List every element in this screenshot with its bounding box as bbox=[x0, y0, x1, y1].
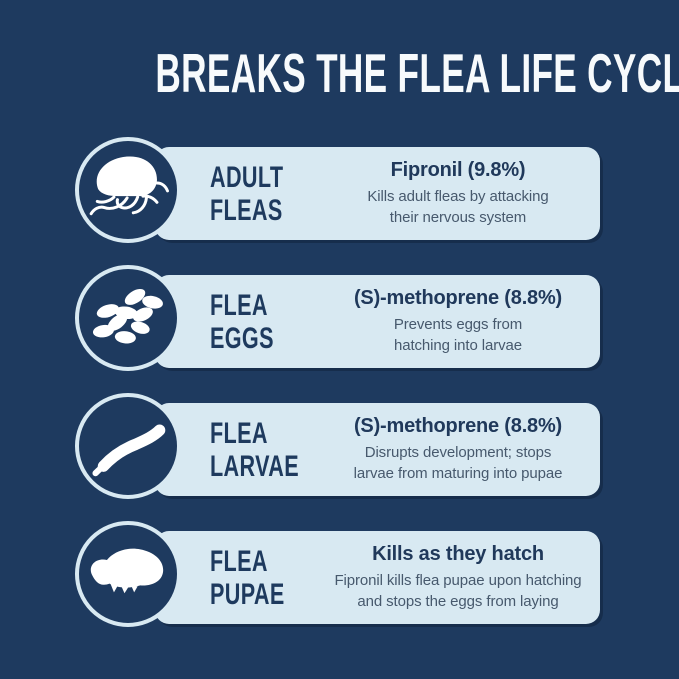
flea-eggs-panel: FLEA EGGS (S)-methoprene (8.8%) Prevents… bbox=[155, 275, 600, 368]
stage-description-line: Fipronil kills flea pupae upon hatching bbox=[334, 572, 582, 589]
stage-label-flea-eggs: FLEA EGGS bbox=[210, 289, 330, 355]
flea-pupae-details: Kills as they hatch Fipronil kills flea … bbox=[330, 543, 600, 612]
stage-label-line: PUPAE bbox=[210, 577, 285, 611]
flea-larva-icon bbox=[92, 424, 166, 477]
stage-description: Disrupts development; stops larvae from … bbox=[330, 442, 586, 484]
adult-fleas-panel: ADULT FLEAS Fipronil (9.8%) Kills adult … bbox=[155, 147, 600, 240]
ingredient-headline: Kills as they hatch bbox=[372, 543, 544, 565]
flea-larvae-circle bbox=[75, 393, 181, 499]
stage-description-line: Disrupts development; stops bbox=[364, 444, 552, 461]
stage-description: Fipronil kills flea pupae upon hatching … bbox=[330, 570, 586, 612]
row-adult-fleas: ADULT FLEAS Fipronil (9.8%) Kills adult … bbox=[0, 137, 679, 244]
flea-larvae-details: (S)-methoprene (8.8%) Disrupts developme… bbox=[330, 415, 600, 484]
stage-label-line: FLEAS bbox=[210, 193, 283, 227]
stage-label-line: LARVAE bbox=[210, 449, 299, 483]
stage-description-line: their nervous system bbox=[389, 209, 527, 226]
page-title: BREAKS THE FLEA LIFE CYCLE bbox=[155, 42, 679, 104]
flea-eggs-icon bbox=[92, 288, 163, 344]
row-flea-larvae: FLEA LARVAE (S)-methoprene (8.8%) Disrup… bbox=[0, 393, 679, 500]
stage-label-flea-larvae: FLEA LARVAE bbox=[210, 417, 330, 483]
ingredient-headline: (S)-methoprene (8.8%) bbox=[353, 287, 563, 309]
ingredient-headline: Fipronil (9.8%) bbox=[390, 159, 526, 181]
adult-flea-icon bbox=[89, 156, 169, 216]
stage-description-line: larvae from maturing into pupae bbox=[353, 465, 563, 482]
stage-description: Prevents eggs from hatching into larvae bbox=[330, 314, 586, 356]
stage-description-line: Prevents eggs from bbox=[393, 316, 523, 333]
stage-label-flea-pupae: FLEA PUPAE bbox=[210, 545, 330, 611]
stage-description-line: and stops the eggs from laying bbox=[357, 593, 559, 610]
row-flea-eggs: FLEA EGGS (S)-methoprene (8.8%) Prevents… bbox=[0, 265, 679, 372]
stage-label-line: FLEA bbox=[210, 288, 268, 322]
stage-label-line: FLEA bbox=[210, 544, 268, 578]
flea-eggs-circle bbox=[75, 265, 181, 371]
stage-description-line: hatching into larvae bbox=[393, 337, 523, 354]
flea-larvae-panel: FLEA LARVAE (S)-methoprene (8.8%) Disrup… bbox=[155, 403, 600, 496]
page-title-wrap: BREAKS THE FLEA LIFE CYCLE bbox=[0, 46, 679, 101]
ingredient-headline: (S)-methoprene (8.8%) bbox=[353, 415, 563, 437]
stage-description-line: Kills adult fleas by attacking bbox=[367, 188, 549, 205]
flea-pupa-icon bbox=[90, 548, 164, 594]
flea-pupae-panel: FLEA PUPAE Kills as they hatch Fipronil … bbox=[155, 531, 600, 624]
stage-label-adult-fleas: ADULT FLEAS bbox=[210, 161, 330, 227]
flea-eggs-details: (S)-methoprene (8.8%) Prevents eggs from… bbox=[330, 287, 600, 356]
stage-label-line: EGGS bbox=[210, 321, 274, 355]
row-flea-pupae: FLEA PUPAE Kills as they hatch Fipronil … bbox=[0, 521, 679, 628]
stage-description: Kills adult fleas by attacking their ner… bbox=[330, 186, 586, 228]
flea-pupae-circle bbox=[75, 521, 181, 627]
stage-label-line: ADULT bbox=[210, 160, 284, 194]
adult-fleas-circle bbox=[75, 137, 181, 243]
adult-fleas-details: Fipronil (9.8%) Kills adult fleas by att… bbox=[330, 159, 600, 228]
stage-label-line: FLEA bbox=[210, 416, 268, 450]
